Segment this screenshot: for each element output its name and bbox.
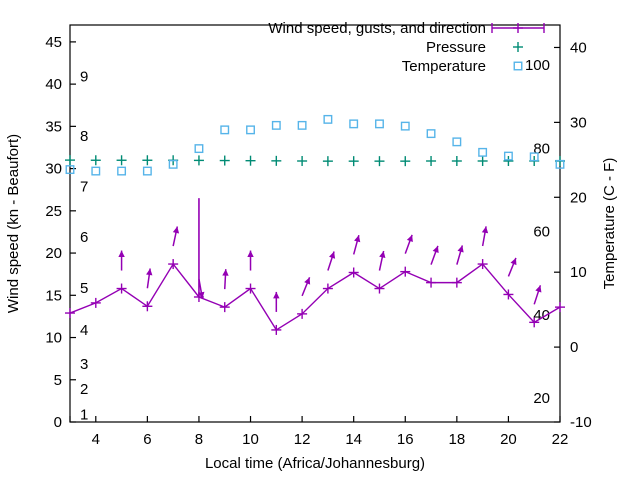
wind-direction-arrow (247, 250, 254, 271)
beaufort-scale-label: 8 (80, 128, 88, 145)
y2-axis-tick-label: 40 (570, 39, 587, 56)
temperature-marker (246, 125, 255, 135)
temperature-marker (426, 129, 436, 139)
y-axis-tick-label: 25 (45, 203, 62, 220)
fahrenheit-inner-label: 60 (533, 224, 550, 241)
temperature-marker (220, 125, 230, 135)
temperature-marker (555, 159, 565, 169)
wind-direction-arrow (198, 278, 205, 299)
wind-direction-arrow (352, 234, 361, 255)
fahrenheit-inner-label: 40 (533, 307, 550, 324)
temperature-marker (194, 144, 204, 154)
wind-speed-line (69, 262, 561, 331)
x-axis-tick-label: 4 (92, 431, 100, 448)
wind-direction-arrow (404, 234, 413, 254)
beaufort-scale-label: 5 (80, 280, 88, 297)
temperature-marker (452, 137, 462, 147)
x-axis-tick-label: 6 (143, 431, 151, 448)
temperature-marker (65, 165, 75, 175)
x-axis-tick-label: 20 (500, 431, 517, 448)
temperature-marker (375, 119, 384, 129)
x-axis-tick-label: 12 (294, 431, 311, 448)
temperature-marker (529, 152, 539, 162)
y-axis-tick-label: 35 (45, 118, 62, 135)
fahrenheit-inner-label: 20 (533, 390, 550, 407)
temperature-marker (349, 119, 359, 129)
x-axis-title: Local time (Africa/Johannesburg) (205, 455, 425, 472)
y-axis-tick-label: 5 (54, 372, 62, 389)
y2-axis-tick-label: 30 (570, 114, 587, 131)
wind-direction-arrow (172, 226, 180, 247)
y2-axis-tick-label: -10 (570, 414, 592, 431)
x-axis-tick-label: 8 (195, 431, 203, 448)
beaufort-scale-label: 2 (80, 381, 88, 398)
wind-direction-arrow (456, 245, 464, 265)
wind-direction-arrow (533, 285, 542, 305)
x-axis-tick-label: 16 (397, 431, 414, 448)
wind-direction-arrow (327, 251, 336, 271)
x-axis-tick-label: 14 (345, 431, 362, 448)
temperature-marker (323, 114, 333, 124)
legend-label-plus: Pressure (426, 39, 486, 56)
y2-axis-title: Temperature (C - F) (601, 158, 618, 290)
y-axis-title: Wind speed (kn - Beaufort) (5, 134, 22, 313)
wind-direction-arrow (430, 245, 439, 265)
legend-label-square: Temperature (402, 58, 486, 75)
temperature-marker (142, 166, 152, 176)
wind-direction-arrow (222, 269, 229, 290)
y2-axis-tick-label: 20 (570, 189, 587, 206)
temperature-marker (503, 151, 513, 161)
wind-direction-arrow (481, 226, 489, 247)
y-axis-tick-label: 20 (45, 245, 62, 262)
x-axis-tick-label: 10 (242, 431, 259, 448)
wind-direction-arrow (301, 277, 311, 297)
temperature-marker (478, 147, 488, 157)
y-axis-tick-label: 30 (45, 161, 62, 178)
beaufort-scale-label: 1 (80, 407, 88, 424)
y-axis-tick-label: 15 (45, 287, 62, 304)
legend-label-line-plus: Wind speed, gusts, and direction (268, 20, 486, 37)
plot-border (69, 24, 561, 423)
beaufort-scale-label: 9 (80, 69, 88, 86)
x-axis-tick-label: 22 (552, 431, 569, 448)
y2-axis-tick-label: 0 (570, 339, 578, 356)
wind-direction-arrow (273, 291, 280, 312)
y-axis-tick-label: 10 (45, 330, 62, 347)
wind-direction-arrow (146, 268, 153, 289)
temperature-marker (400, 121, 410, 131)
beaufort-scale-label: 7 (80, 178, 88, 195)
y-axis-tick-label: 0 (54, 414, 62, 431)
y2-axis-tick-label: 10 (570, 264, 587, 281)
temperature-marker (117, 166, 127, 176)
temperature-marker (168, 159, 178, 169)
y-axis-tick-label: 45 (45, 34, 62, 51)
x-axis-tick-label: 18 (448, 431, 465, 448)
fahrenheit-inner-label: 100 (525, 57, 550, 74)
wind-direction-arrow (378, 250, 386, 271)
temperature-marker (91, 166, 101, 176)
beaufort-scale-label: 6 (80, 229, 88, 246)
wind-direction-arrow (507, 257, 517, 277)
beaufort-scale-label: 4 (80, 322, 88, 339)
beaufort-scale-label: 3 (80, 356, 88, 373)
temperature-marker (271, 120, 281, 130)
fahrenheit-inner-label: 80 (533, 140, 550, 157)
legend-sample-marker (513, 61, 523, 71)
y-axis-tick-label: 40 (45, 76, 62, 93)
temperature-marker (297, 120, 307, 130)
wind-direction-arrow (118, 250, 125, 271)
